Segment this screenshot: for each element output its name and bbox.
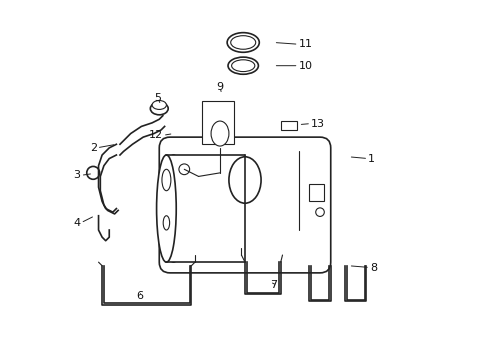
Text: 9: 9 — [217, 82, 223, 92]
Text: 12: 12 — [148, 130, 163, 140]
Ellipse shape — [150, 102, 168, 115]
Ellipse shape — [227, 33, 259, 52]
Bar — [281, 121, 297, 130]
Ellipse shape — [163, 155, 184, 262]
Text: 1: 1 — [368, 154, 375, 163]
FancyBboxPatch shape — [159, 137, 331, 273]
Circle shape — [179, 164, 190, 175]
Ellipse shape — [211, 121, 229, 146]
Ellipse shape — [232, 60, 255, 72]
Text: 10: 10 — [298, 61, 313, 71]
Circle shape — [316, 208, 324, 216]
Ellipse shape — [228, 57, 258, 74]
Ellipse shape — [231, 36, 256, 49]
Text: 2: 2 — [90, 143, 97, 153]
Text: 8: 8 — [370, 262, 377, 273]
Ellipse shape — [162, 169, 171, 191]
Ellipse shape — [152, 100, 167, 109]
Text: 6: 6 — [136, 291, 143, 301]
Text: 5: 5 — [154, 93, 161, 103]
Ellipse shape — [163, 216, 170, 230]
Bar — [202, 102, 234, 144]
Text: 4: 4 — [74, 218, 81, 228]
Bar — [167, 155, 245, 262]
Ellipse shape — [157, 155, 176, 262]
Ellipse shape — [229, 157, 261, 203]
Bar — [309, 184, 323, 202]
Text: 3: 3 — [74, 170, 81, 180]
Text: 13: 13 — [311, 118, 325, 129]
Circle shape — [87, 166, 99, 179]
Text: 11: 11 — [298, 39, 313, 49]
Text: 7: 7 — [270, 280, 277, 291]
